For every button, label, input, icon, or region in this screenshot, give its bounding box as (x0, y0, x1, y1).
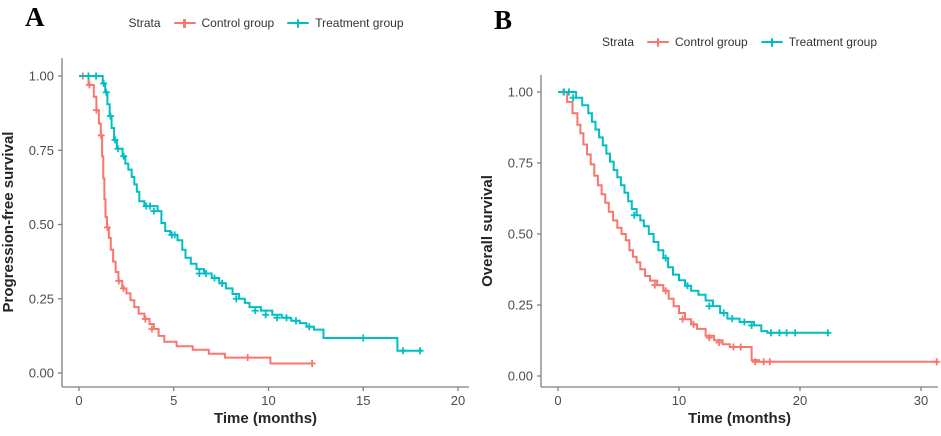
x-tick-label: 10 (261, 393, 275, 408)
panel-b-label: B (494, 5, 513, 35)
x-tick-label: 10 (672, 393, 686, 408)
legend-panel-a: Strata Control group Treatment group (62, 16, 470, 30)
y-tick-label: 0.25 (508, 298, 533, 313)
legend-title: Strata (602, 35, 635, 49)
survival-curve-treatment-group (79, 75, 422, 352)
y-tick-label: 0.25 (29, 291, 54, 306)
y-tick-label: 0.50 (508, 227, 533, 242)
censor-marks-treatment-group (84, 72, 424, 355)
y-tick-label: 1.00 (29, 69, 54, 84)
y-tick-label: 0.00 (29, 366, 54, 381)
treatment-censor-plus-icon (760, 36, 783, 49)
censor-marks-control-group (79, 72, 316, 367)
legend-item-treatment-group: Treatment group (287, 16, 404, 30)
legend-item-control-group: Control group (647, 35, 748, 49)
x-axis-title: Time (months) (688, 410, 791, 427)
legend-item-treatment-group: Treatment group (760, 35, 877, 49)
y-tick-label: 0.75 (29, 143, 54, 158)
x-tick-label: 20 (451, 393, 465, 408)
panel-a-label: A (25, 2, 45, 32)
survival-curve-treatment-group (558, 91, 829, 334)
censor-marks-treatment-group (560, 88, 832, 337)
y-tick-label: 0.75 (508, 156, 533, 171)
y-tick-label: 1.00 (508, 85, 533, 100)
x-axis-title: Time (months) (214, 410, 317, 427)
x-tick-label: 5 (170, 393, 177, 408)
legend-label-control-group: Control group (675, 35, 748, 49)
y-axis-title: Overall survival (479, 175, 496, 287)
control-censor-plus-icon (647, 36, 670, 49)
panel-b-plot: 0 10 20 30 0.00 0.25 0.50 0.75 1.00 Time (months)… (479, 75, 941, 427)
legend-label-treatment-group: Treatment group (315, 16, 404, 30)
legend-title: Strata (128, 16, 161, 30)
x-tick-label: 0 (554, 393, 561, 408)
y-axis-title: Progression-free survival (0, 132, 17, 313)
y-tick-label: 0.50 (29, 217, 54, 232)
control-censor-plus-icon (173, 17, 196, 30)
x-tick-label: 15 (356, 393, 370, 408)
legend-panel-b: Strata Control group Treatment group (541, 35, 938, 49)
y-tick-label: 0.00 (508, 369, 533, 384)
legend-label-control-group: Control group (201, 16, 275, 30)
legend-label-treatment-group: Treatment group (788, 35, 877, 49)
x-tick-label: 20 (793, 393, 807, 408)
treatment-censor-plus-icon (287, 17, 310, 30)
x-tick-label: 0 (75, 393, 82, 408)
x-tick-label: 30 (914, 393, 928, 408)
survival-curve-control-group (558, 91, 937, 363)
panel-a-plot: 0 5 10 15 20 0.00 0.25 0.50 0.75 1.00 Time (months… (0, 58, 469, 427)
legend-item-control-group: Control group (173, 16, 275, 30)
